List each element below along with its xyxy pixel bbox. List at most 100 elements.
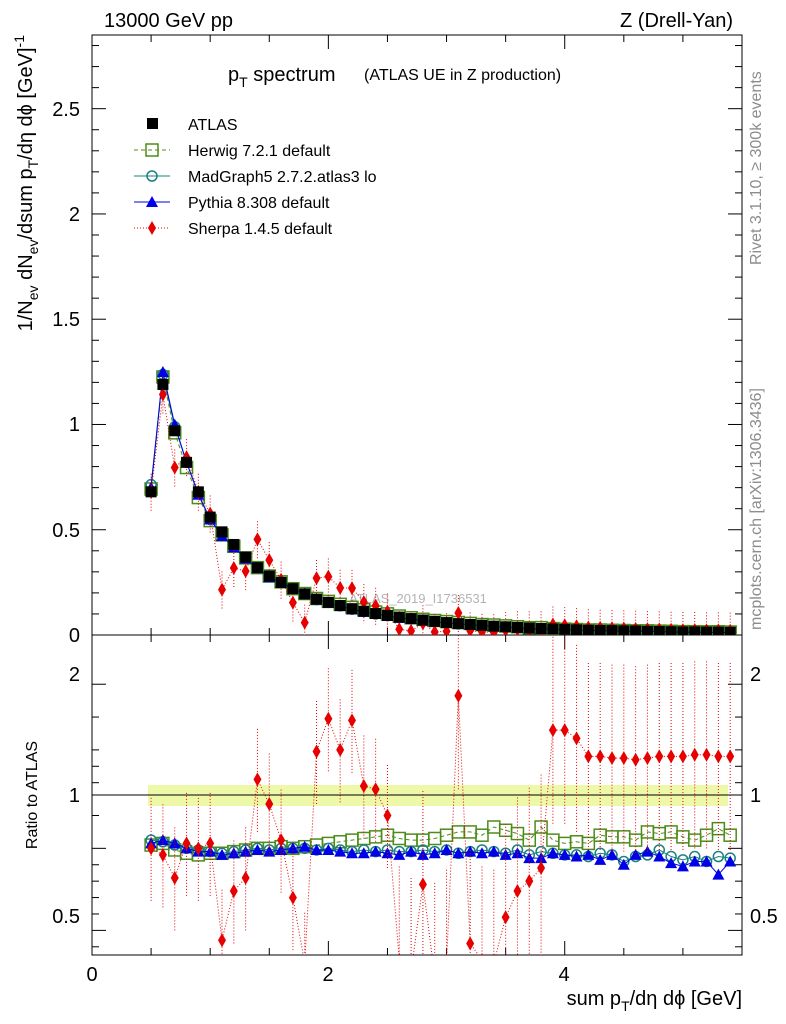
ratio-point-sherpa	[383, 808, 392, 823]
data-point-atlas	[169, 425, 181, 437]
data-point-sherpa	[442, 624, 451, 635]
ratio-point-sherpa	[631, 752, 640, 767]
data-point-atlas	[263, 570, 275, 582]
energy-label: 13000 GeV pp	[104, 10, 233, 32]
data-point-atlas	[701, 626, 713, 635]
ratio-point-sherpa	[206, 836, 215, 851]
ratio-point-sherpa	[398, 952, 401, 955]
data-point-pythia	[156, 365, 169, 377]
data-point-sherpa	[158, 387, 167, 402]
data-point-atlas	[441, 617, 453, 629]
ratio-point-sherpa	[218, 933, 226, 948]
ratio-point-pythia	[582, 848, 595, 860]
ratio-point-pythia	[511, 847, 524, 859]
ratio-point-pythia	[700, 855, 713, 867]
data-point-sherpa	[430, 624, 439, 635]
data-point-atlas	[299, 588, 311, 600]
data-point-atlas	[630, 625, 642, 635]
ratio-point-sherpa	[253, 772, 262, 787]
ratio-point-pythia	[558, 848, 571, 860]
source-label: mcplots.cern.ch [arXiv:1306.3436]	[748, 388, 765, 630]
data-point-sherpa	[170, 460, 179, 475]
data-point-atlas	[204, 511, 216, 523]
data-point-atlas	[311, 593, 323, 605]
series-line-sherpa	[150, 394, 731, 633]
data-point-sherpa	[218, 582, 226, 597]
ratio-point-pythia	[712, 868, 725, 880]
ratio-point-pythia	[606, 848, 618, 860]
ratio-point-sherpa	[537, 861, 546, 876]
data-point-atlas	[358, 605, 370, 617]
data-point-atlas	[547, 623, 559, 635]
data-point-atlas	[511, 621, 523, 633]
ratio-point-sherpa	[359, 778, 368, 793]
y-tick-label-1: 1	[69, 414, 80, 436]
ratio-point-pythia	[535, 852, 548, 864]
ratio-point-sherpa	[443, 956, 451, 970]
ratio-point-herwig	[628, 833, 643, 847]
ratio-point-sherpa	[548, 723, 557, 738]
ratio-point-pythia	[665, 857, 678, 869]
ratio-point-sherpa	[480, 952, 484, 955]
ratio-point-sherpa	[170, 870, 179, 885]
data-point-atlas	[689, 626, 701, 635]
legend-label-atlas: ATLAS	[188, 117, 238, 134]
data-point-atlas	[464, 618, 476, 630]
data-point-atlas	[476, 619, 488, 631]
data-point-atlas	[665, 626, 677, 635]
data-point-sherpa	[395, 622, 404, 635]
ratio-point-pythia	[676, 860, 689, 872]
data-point-sherpa	[312, 571, 321, 586]
chart-title-rest: spectrum	[248, 64, 336, 86]
ratio-point-sherpa	[418, 877, 427, 892]
ratio-point-pythia	[476, 847, 488, 859]
data-point-sherpa	[229, 561, 238, 576]
ratio-point-sherpa	[619, 751, 628, 766]
ratio-point-sherpa	[560, 723, 569, 738]
ratio-point-pythia	[487, 845, 500, 857]
ratio-tick-label-1-right: 1	[750, 785, 761, 807]
data-point-atlas	[346, 603, 358, 615]
ratio-point-sherpa	[608, 751, 616, 766]
ratio-point-pythia	[428, 847, 441, 859]
data-point-atlas	[606, 625, 618, 635]
ratio-point-sherpa	[158, 847, 167, 862]
chart-title-subscript: T	[239, 74, 248, 90]
legend-label-sherpa: Sherpa 1.4.5 default	[188, 221, 333, 238]
ratio-point-pythia	[594, 853, 607, 865]
ratio-point-herwig	[699, 828, 714, 842]
ratio-point-sherpa	[277, 833, 286, 848]
x-tick-label-2: 2	[322, 964, 333, 986]
data-point-sherpa	[300, 615, 309, 630]
series-atlas-main	[145, 378, 736, 635]
data-point-atlas	[228, 538, 240, 550]
ratio-tick-label-0.5-left: 0.5	[52, 906, 80, 928]
ratio-point-pythia	[216, 848, 228, 860]
y-tick-label-0.5: 0.5	[52, 520, 80, 542]
ratio-point-pythia	[724, 855, 737, 867]
ratio-point-sherpa	[336, 742, 345, 757]
ratio-point-sherpa	[726, 749, 735, 764]
x-axis-label: sum pT/dη dϕ [GeV]	[567, 988, 742, 1014]
ratio-point-sherpa	[678, 749, 687, 764]
ratio-point-sherpa	[324, 711, 333, 726]
legend-marker-atlas	[147, 118, 158, 129]
legend-label-madgraph: MadGraph5 2.7.2.atlas3 lo	[188, 169, 377, 186]
ratio-point-pythia	[629, 848, 642, 860]
process-label: Z (Drell-Yan)	[620, 10, 733, 32]
ratio-point-sherpa	[643, 751, 652, 766]
data-point-atlas	[452, 618, 464, 630]
data-point-atlas	[559, 623, 571, 635]
data-point-atlas	[582, 624, 594, 635]
data-point-atlas	[523, 622, 535, 634]
rivet-version-label: Rivet 3.1.10, ≥ 300k events	[748, 71, 765, 265]
ratio-point-pythia	[570, 850, 583, 862]
data-point-sherpa	[359, 595, 368, 610]
ratio-point-pythia	[357, 847, 370, 859]
ratio-point-pythia	[617, 858, 630, 870]
data-point-sherpa	[348, 581, 356, 596]
ratio-point-pythia	[263, 845, 276, 857]
legend-marker-herwig	[145, 143, 159, 157]
data-point-atlas	[381, 609, 393, 621]
